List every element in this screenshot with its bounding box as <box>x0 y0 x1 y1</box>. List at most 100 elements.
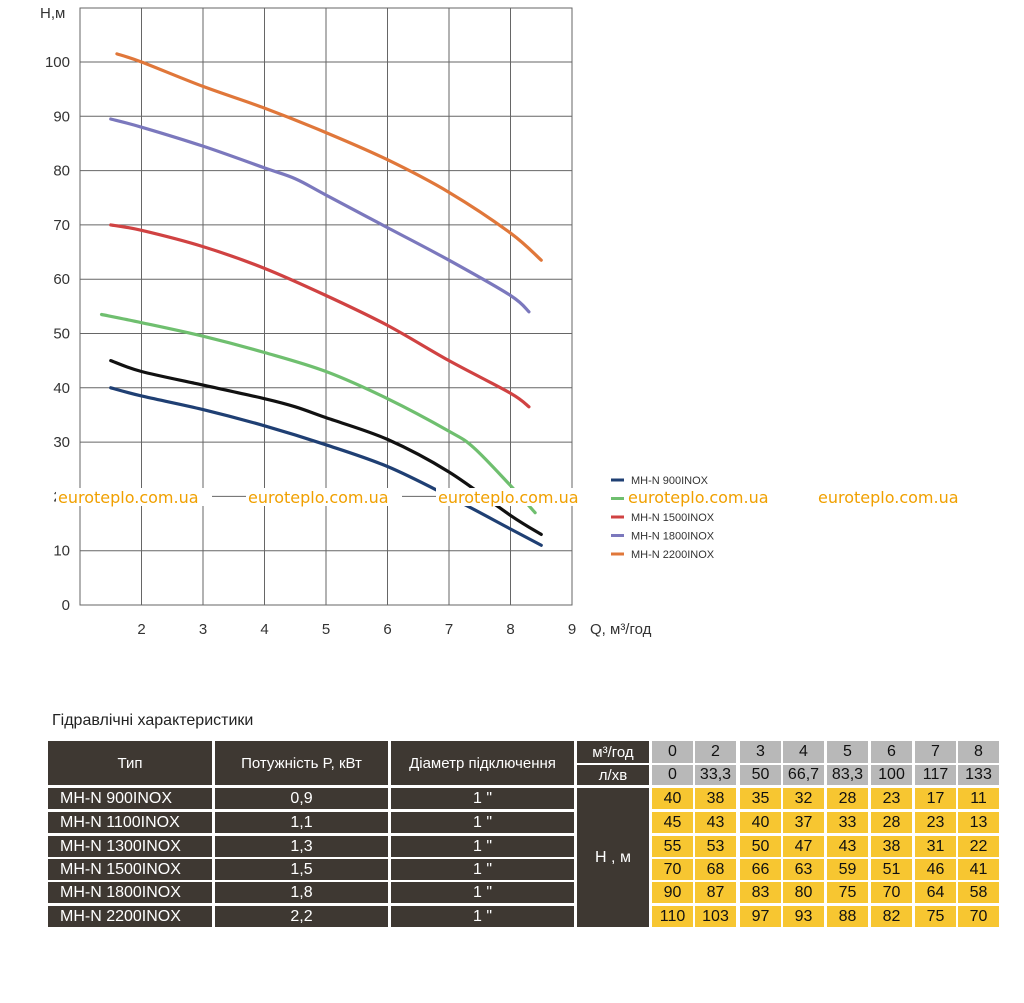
y-tick-label: 70 <box>53 217 70 234</box>
y-tick-label: 60 <box>53 271 70 288</box>
head-value: 87 <box>695 882 736 903</box>
series-line-2 <box>99 312 537 515</box>
series-line-0 <box>109 386 543 547</box>
watermark-bg <box>436 488 592 506</box>
row-diameter: 1 " <box>391 859 574 880</box>
watermark-bg <box>246 488 402 506</box>
head-value: 50 <box>740 836 781 857</box>
row-power: 1,5 <box>215 859 388 880</box>
head-value: 53 <box>695 836 736 857</box>
row-power: 0,9 <box>215 788 388 809</box>
flow-m3-value: 8 <box>958 741 999 763</box>
y-axis-title: Н,м <box>40 5 65 22</box>
row-diameter: 1 " <box>391 812 574 833</box>
row-power: 1,3 <box>215 836 388 857</box>
head-value: 66 <box>740 859 781 880</box>
legend-label: MH-N 1800INOX <box>631 531 715 543</box>
legend-label: MH-N 2200INOX <box>631 549 715 561</box>
y-tick-label: 40 <box>53 380 70 397</box>
head-value: 41 <box>958 859 999 880</box>
head-value: 93 <box>783 906 824 927</box>
flow-lmin-value: 100 <box>871 765 912 785</box>
head-value: 55 <box>652 836 693 857</box>
series-line-3 <box>109 223 531 409</box>
head-value: 23 <box>915 812 956 833</box>
row-type: MH-N 1800INOX <box>48 882 212 903</box>
watermark-text: euroteplo.com.ua <box>818 488 959 507</box>
row-type: MH-N 1100INOX <box>48 812 212 833</box>
flow-lmin-value: 50 <box>740 765 781 785</box>
row-power: 1,1 <box>215 812 388 833</box>
head-value: 75 <box>827 882 868 903</box>
watermark-bg <box>56 488 212 506</box>
header-head: Н , м <box>577 788 649 927</box>
head-value: 40 <box>740 812 781 833</box>
row-diameter: 1 " <box>391 906 574 927</box>
header-flow-m3: м³/год <box>577 741 649 763</box>
watermark-text: euroteplo.com.ua <box>628 488 769 507</box>
y-tick-label: 0 <box>62 597 70 614</box>
x-axis-title: Q, м³/год <box>590 621 652 638</box>
y-tick-label: 30 <box>53 434 70 451</box>
x-tick-label: 5 <box>322 621 330 638</box>
head-value: 33 <box>827 812 868 833</box>
y-tick-label: 80 <box>53 163 70 180</box>
head-value: 47 <box>783 836 824 857</box>
head-value: 51 <box>871 859 912 880</box>
row-diameter: 1 " <box>391 882 574 903</box>
flow-m3-value: 5 <box>827 741 868 763</box>
head-value: 23 <box>871 788 912 809</box>
header-power: Потужність P, кВт <box>215 741 388 785</box>
row-power: 2,2 <box>215 906 388 927</box>
x-tick-label: 4 <box>260 621 268 638</box>
header-diameter: Діаметр підключення <box>391 741 574 785</box>
head-value: 43 <box>695 812 736 833</box>
watermark-bg <box>626 488 782 506</box>
watermark-text: euroteplo.com.ua <box>438 488 579 507</box>
head-value: 35 <box>740 788 781 809</box>
row-power: 1,8 <box>215 882 388 903</box>
head-value: 103 <box>695 906 736 927</box>
head-value: 83 <box>740 882 781 903</box>
row-type: MH-N 900INOX <box>48 788 212 809</box>
row-diameter: 1 " <box>391 836 574 857</box>
head-value: 70 <box>958 906 999 927</box>
flow-m3-value: 2 <box>695 741 736 763</box>
head-value: 37 <box>783 812 824 833</box>
head-value: 59 <box>827 859 868 880</box>
table-title: Гідравлічні характеристики <box>52 712 254 729</box>
head-value: 40 <box>652 788 693 809</box>
flow-m3-value: 7 <box>915 741 956 763</box>
flow-m3-value: 3 <box>740 741 781 763</box>
row-type: MH-N 1300INOX <box>48 836 212 857</box>
head-value: 13 <box>958 812 999 833</box>
pump-curves-chart: 234567890102030405060708090100 Н,м Q, м³… <box>40 5 972 638</box>
head-value: 82 <box>871 906 912 927</box>
x-tick-label: 6 <box>383 621 391 638</box>
head-value: 75 <box>915 906 956 927</box>
watermark-bg <box>816 488 972 506</box>
row-diameter: 1 " <box>391 788 574 809</box>
head-value: 88 <box>827 906 868 927</box>
head-value: 31 <box>915 836 956 857</box>
x-tick-label: 7 <box>445 621 453 638</box>
flow-lmin-value: 117 <box>915 765 956 785</box>
series-line-4 <box>109 117 531 314</box>
head-value: 63 <box>783 859 824 880</box>
flow-m3-value: 0 <box>652 741 693 763</box>
y-tick-label: 50 <box>53 326 70 343</box>
row-type: MH-N 1500INOX <box>48 859 212 880</box>
head-value: 28 <box>827 788 868 809</box>
y-tick-label: 90 <box>53 108 70 125</box>
head-value: 45 <box>652 812 693 833</box>
head-value: 97 <box>740 906 781 927</box>
head-value: 58 <box>958 882 999 903</box>
flow-lmin-value: 0 <box>652 765 693 785</box>
legend-label: MH-N 1500INOX <box>631 512 715 524</box>
x-tick-label: 3 <box>199 621 207 638</box>
head-value: 90 <box>652 882 693 903</box>
row-type: MH-N 2200INOX <box>48 906 212 927</box>
head-value: 17 <box>915 788 956 809</box>
head-value: 80 <box>783 882 824 903</box>
header-type: Тип <box>48 741 212 785</box>
